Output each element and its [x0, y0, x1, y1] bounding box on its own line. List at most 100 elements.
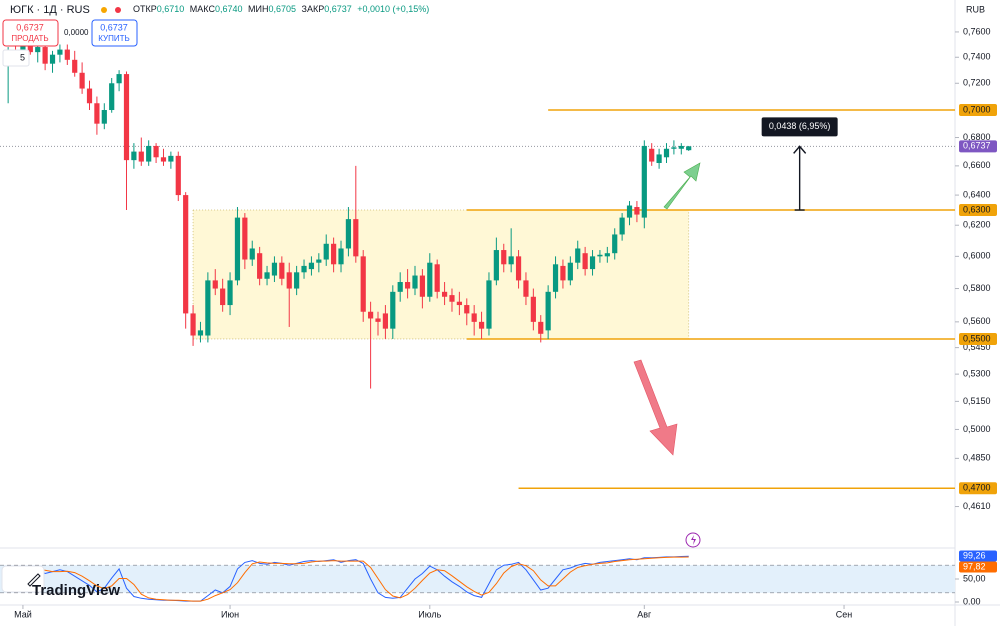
- candle-body: [686, 146, 692, 151]
- candle-body: [619, 217, 625, 235]
- buy-price: 0,6737: [100, 22, 128, 32]
- candle-body: [271, 262, 278, 276]
- x-tick-label: Июль: [418, 609, 441, 619]
- candle-body: [27, 44, 33, 53]
- lots-box[interactable]: [2, 49, 30, 67]
- candle-body: [264, 272, 270, 279]
- candle-body: [626, 205, 633, 218]
- candle-body: [49, 54, 56, 64]
- spread: 0,0000: [64, 28, 89, 37]
- y-tick-label: 0,4610: [963, 501, 991, 511]
- y-tick-label: 0,7200: [963, 78, 991, 88]
- candle-body: [464, 305, 470, 314]
- sell-button[interactable]: 0,6737 ПРОДАТЬ: [2, 19, 59, 47]
- candle-body: [35, 47, 41, 53]
- y-tick-label: 0,5800: [963, 283, 991, 293]
- x-tick-label: Сен: [836, 609, 853, 619]
- ohlc-value: 0,6710: [157, 4, 185, 14]
- candle-body: [197, 330, 204, 336]
- candle-body: [153, 145, 159, 158]
- candle-body: [582, 253, 588, 270]
- candle-body: [486, 280, 492, 329]
- logo: TradingView: [32, 582, 120, 599]
- candle-body: [79, 72, 85, 89]
- indicator-value-label: 99,26: [963, 550, 986, 560]
- buy-button[interactable]: 0,6737 КУПИТЬ: [91, 19, 138, 47]
- candle-body: [604, 253, 610, 257]
- icon: [101, 7, 107, 13]
- candle-body: [234, 217, 241, 281]
- candle-body: [508, 256, 514, 265]
- candle-body: [353, 219, 359, 257]
- y-tick-label: 0,6400: [963, 189, 991, 199]
- buy-label: КУПИТЬ: [98, 34, 129, 43]
- alert-bolt: [691, 535, 696, 545]
- level-label-box: [959, 482, 997, 495]
- drawing-tool-button[interactable]: [1, 565, 45, 593]
- candle-body: [279, 262, 285, 279]
- candle-body: [109, 83, 115, 111]
- candle-body: [663, 148, 670, 158]
- candle-body: [146, 145, 152, 162]
- candle-body: [456, 301, 462, 306]
- plot: [5, 34, 692, 602]
- measure-arrow-head: [793, 145, 807, 154]
- y-tick-label: 0,5150: [963, 396, 991, 406]
- candle-body: [412, 275, 418, 289]
- candle-body: [123, 74, 130, 161]
- candle-body: [390, 291, 396, 329]
- candle-body: [205, 280, 211, 336]
- buy-box[interactable]: [91, 19, 138, 47]
- sell-box[interactable]: [2, 19, 59, 47]
- candle-body: [530, 296, 536, 322]
- candle-body: [656, 154, 662, 163]
- y-tick-label: 0,5450: [963, 342, 991, 352]
- candle-body: [116, 74, 122, 84]
- x-tick-label: Авг: [637, 609, 652, 619]
- y-tick-label: 0,6200: [963, 220, 991, 230]
- candle-body: [183, 195, 189, 314]
- icon: [115, 7, 121, 13]
- level-label: 0,5500: [963, 333, 991, 343]
- candle-body: [368, 311, 374, 319]
- down-arrow: [633, 359, 678, 456]
- indicator-line: [8, 556, 689, 602]
- level-label: 0,7000: [963, 104, 991, 114]
- level-label: 0,6300: [963, 204, 991, 214]
- y-tick-label: 0,7600: [963, 26, 991, 36]
- candle-body: [190, 313, 196, 336]
- candle-body: [286, 272, 292, 289]
- candle-body: [552, 264, 559, 292]
- candle-body: [589, 256, 596, 270]
- candle-body: [449, 295, 455, 302]
- candle-body: [471, 313, 477, 322]
- y-tick-label: 0,7400: [963, 52, 991, 62]
- sell-price: 0,6737: [16, 22, 44, 32]
- candle-body: [671, 147, 677, 149]
- candle-body: [493, 250, 499, 281]
- x-tick-label: Май: [14, 609, 32, 619]
- overlay: ЮГК · 1Д · RUS ОТКР0,6710 МАКС0,6740 МИН…: [1, 4, 997, 619]
- y-tick-label: 50,00: [963, 573, 986, 583]
- candle-body: [404, 282, 411, 289]
- candle-body: [612, 234, 618, 254]
- candle-body: [316, 259, 322, 263]
- sell-label: ПРОДАТЬ: [11, 34, 48, 43]
- candle-body: [138, 151, 144, 162]
- candle-body: [64, 49, 70, 60]
- candle-body: [338, 248, 344, 265]
- candle-body: [131, 151, 137, 161]
- y-tick-label: 0,5000: [963, 424, 991, 434]
- y-tick-label: 0.00: [963, 596, 981, 606]
- current-price-box: [959, 140, 997, 153]
- ohlc-header: ОТКР0,6710 МАКС0,6740 МИН0,6705 ЗАКР0,67…: [133, 4, 429, 14]
- candle-body: [294, 272, 300, 289]
- candle-body: [649, 148, 655, 162]
- candle-body: [72, 59, 78, 73]
- candle-body: [560, 265, 566, 281]
- candle-body: [212, 280, 218, 289]
- candle-body: [538, 321, 544, 334]
- candle-body: [545, 291, 551, 331]
- candle-body: [160, 157, 167, 162]
- change: +0,0010 (+0,15%): [357, 4, 429, 14]
